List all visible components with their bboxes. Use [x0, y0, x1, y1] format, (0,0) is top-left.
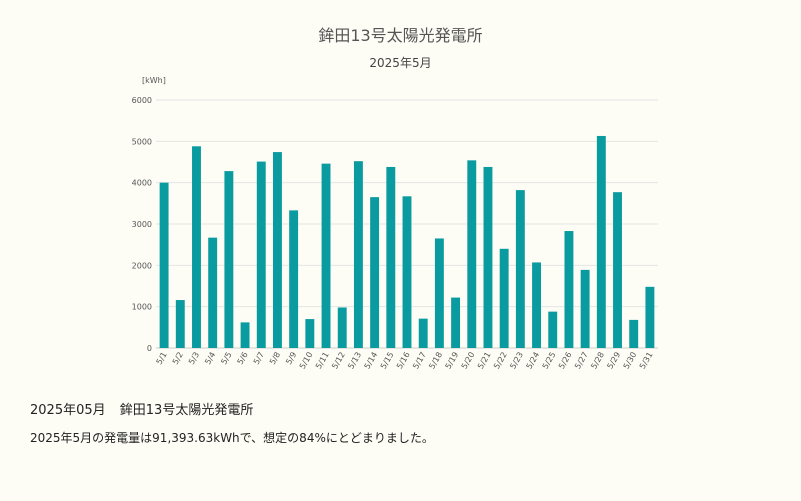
x-tick-label: 5/31: [638, 351, 655, 371]
bar: [402, 196, 412, 348]
y-tick-label: 6000: [132, 96, 152, 105]
x-tick-label: 5/1: [155, 351, 169, 367]
x-tick-label: 5/30: [622, 351, 639, 371]
x-tick-label: 5/27: [573, 351, 590, 371]
x-tick-label: 5/7: [252, 351, 266, 367]
x-tick-label: 5/18: [427, 351, 444, 371]
bar: [645, 286, 655, 348]
bar: [256, 161, 266, 348]
y-tick-label: 5000: [132, 137, 152, 146]
bar: [321, 163, 331, 348]
x-tick-label: 5/11: [314, 351, 331, 371]
bar: [224, 171, 234, 348]
x-tick-label: 5/22: [492, 350, 509, 370]
bar: [467, 160, 477, 348]
y-axis-label: [kWh]: [142, 76, 166, 85]
bar: [629, 319, 639, 348]
x-tick-label: 5/15: [379, 351, 396, 371]
x-tick-label: 5/16: [395, 351, 412, 371]
x-tick-label: 5/25: [541, 351, 558, 371]
bar: [532, 262, 542, 348]
bar: [434, 238, 444, 348]
x-tick-label: 5/23: [508, 351, 525, 371]
bar: [305, 319, 315, 348]
bar: [272, 152, 282, 348]
bar: [208, 237, 218, 348]
bar: [564, 231, 574, 348]
x-tick-label: 5/28: [589, 351, 606, 371]
bar: [353, 161, 363, 348]
bar: [613, 192, 622, 348]
bar: [289, 210, 299, 348]
bar: [451, 297, 461, 348]
bar: [515, 190, 525, 348]
x-tick-label: 5/12: [330, 351, 347, 371]
x-tick-label: 5/29: [605, 351, 622, 371]
y-tick-label: 0: [147, 344, 152, 353]
x-tick-label: 5/14: [363, 351, 380, 371]
x-tick-label: 5/6: [236, 351, 250, 367]
x-tick-label: 5/8: [268, 351, 282, 367]
x-tick-label: 5/19: [444, 351, 461, 371]
y-tick-label: 3000: [132, 220, 152, 229]
bar: [499, 248, 509, 348]
bar: [337, 307, 347, 348]
y-tick-label: 2000: [132, 261, 152, 270]
x-tick-label: 5/9: [284, 351, 298, 367]
x-tick-label: 5/5: [219, 351, 233, 367]
bar: [483, 166, 493, 348]
summary-plant-name: 鉾田13号太陽光発電所: [119, 403, 254, 418]
bar: [418, 318, 428, 348]
summary-period: 2025年05月: [30, 403, 106, 418]
x-tick-label: 5/26: [557, 351, 574, 371]
bar: [175, 300, 185, 348]
x-tick-label: 5/3: [187, 351, 201, 367]
bar: [386, 166, 396, 348]
x-tick-label: 5/20: [460, 351, 477, 371]
bar: [596, 135, 606, 348]
y-tick-label: 1000: [132, 303, 152, 312]
x-tick-label: 5/10: [298, 351, 315, 371]
chart-subtitle: 2025年5月: [369, 56, 432, 70]
x-tick-label: 5/2: [171, 351, 185, 367]
summary-heading: 2025年05月 鉾田13号太陽光発電所: [30, 399, 253, 418]
x-tick-label: 5/24: [525, 351, 542, 371]
bar: [548, 311, 558, 348]
x-tick-label: 5/17: [411, 351, 428, 371]
x-tick-label: 5/21: [476, 351, 493, 371]
bar: [580, 269, 590, 348]
bar: [240, 322, 250, 348]
bar: [370, 197, 380, 348]
y-tick-label: 4000: [132, 179, 152, 188]
x-tick-label: 5/13: [346, 351, 363, 371]
summary-text: 2025年5月の発電量は91,393.63kWhで、想定の84%にとどまりました…: [30, 431, 434, 445]
bar: [192, 146, 201, 348]
bar: [159, 182, 169, 348]
chart-title: 鉾田13号太陽光発電所: [318, 26, 483, 45]
x-tick-label: 5/4: [203, 351, 217, 367]
